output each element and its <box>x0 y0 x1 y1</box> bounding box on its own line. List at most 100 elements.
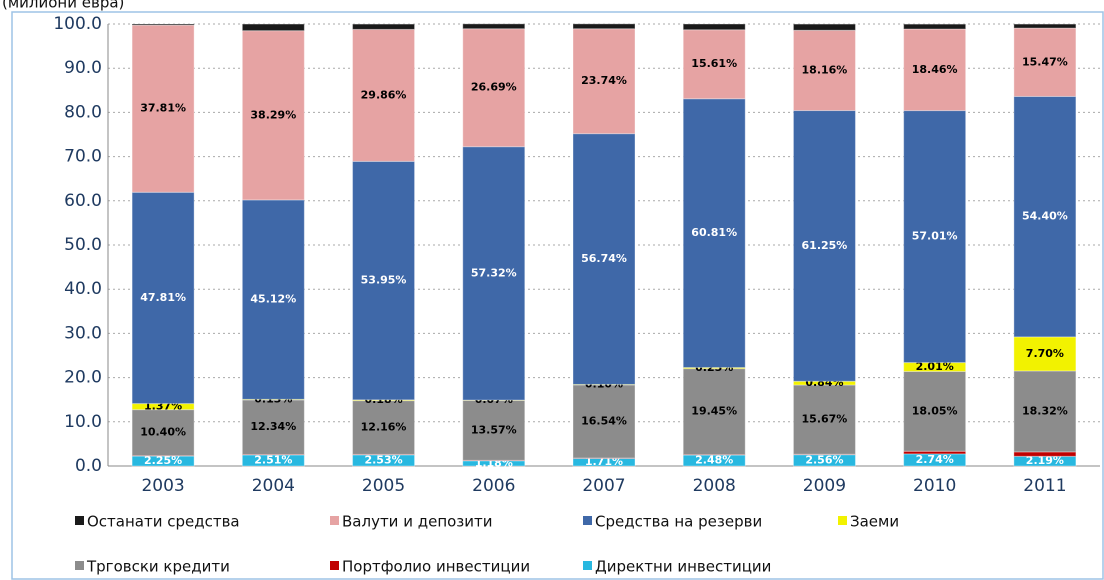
data-label: 47.81% <box>140 291 186 304</box>
data-label: 23.74% <box>581 74 627 87</box>
bar-segment <box>462 146 526 401</box>
data-label: 2.25% <box>144 454 182 467</box>
bar-segment <box>462 399 526 461</box>
bar-segment <box>792 110 856 382</box>
bar-segment <box>682 23 746 31</box>
legend-swatch <box>583 516 592 525</box>
bar-segment <box>352 399 416 402</box>
data-label: 12.34% <box>250 420 296 433</box>
data-label: 54.40% <box>1022 210 1068 223</box>
data-label: 2.74% <box>916 453 954 466</box>
bar-segment <box>462 23 526 30</box>
legend-label: Директни инвестиции <box>595 558 771 576</box>
x-tick-label: 2006 <box>472 476 515 496</box>
data-label: 60.81% <box>691 226 737 239</box>
bar-segment <box>792 384 856 455</box>
data-label: 2.56% <box>805 453 843 466</box>
bar-segment <box>572 23 636 30</box>
legend-label: Портфолио инвестиции <box>342 558 530 576</box>
chart-frame <box>11 11 1104 580</box>
data-label: 1.71% <box>585 455 623 468</box>
bar-segment <box>1013 451 1077 457</box>
y-tick-label: 0.0 <box>75 456 102 476</box>
data-label: 2.01% <box>916 360 954 373</box>
data-label: 10.40% <box>140 426 186 439</box>
y-tick-label: 80.0 <box>64 102 102 122</box>
bar-segment <box>131 409 195 457</box>
data-label: 45.12% <box>250 293 296 306</box>
bar-segment <box>241 399 305 455</box>
x-tick-label: 2004 <box>252 476 295 496</box>
legend-swatch <box>838 516 847 525</box>
data-label: 12.16% <box>361 421 407 434</box>
x-tick-label: 2005 <box>362 476 405 496</box>
y-tick-label: 70.0 <box>64 147 102 167</box>
bar-segment <box>241 23 305 32</box>
data-label: 16.54% <box>581 414 627 427</box>
legend-swatch <box>75 561 84 570</box>
legend-swatch <box>583 561 592 570</box>
y-tick-label: 30.0 <box>64 323 102 343</box>
bar-segment <box>682 368 746 456</box>
chart-subtitle: (милиони евра) <box>2 0 124 12</box>
data-label: 13.57% <box>471 423 517 436</box>
bar-segment <box>241 30 305 201</box>
y-tick-label: 10.0 <box>64 412 102 432</box>
bar-segment <box>1013 23 1077 29</box>
x-tick-label: 2010 <box>913 476 956 496</box>
bar-segment <box>131 24 195 193</box>
data-label: 56.74% <box>581 252 627 265</box>
data-label: 18.46% <box>912 63 958 76</box>
bar-segment <box>352 23 416 30</box>
bar-segment <box>682 29 746 100</box>
data-label: 38.29% <box>250 108 296 121</box>
bar-segment <box>1013 27 1077 97</box>
bar-segment <box>352 454 416 467</box>
y-tick-label: 60.0 <box>64 191 102 211</box>
x-tick-label: 2003 <box>141 476 184 496</box>
data-label: 15.67% <box>802 413 848 426</box>
bar-segment <box>903 370 967 452</box>
y-tick-label: 20.0 <box>64 368 102 388</box>
legend-swatch <box>330 561 339 570</box>
bar-segment <box>903 110 967 364</box>
bar-segment <box>903 23 967 30</box>
x-tick-label: 2011 <box>1023 476 1066 496</box>
data-label: 19.45% <box>691 405 737 418</box>
legend-label: Останати средства <box>87 513 240 531</box>
bar-segment <box>1013 336 1077 372</box>
legend-swatch <box>330 516 339 525</box>
bar-segment <box>903 28 967 112</box>
data-label: 2.48% <box>695 454 733 467</box>
bar-segment <box>572 133 636 385</box>
data-label: 29.86% <box>361 88 407 101</box>
data-label: 2.51% <box>254 453 292 466</box>
data-label: 57.01% <box>912 230 958 243</box>
data-label: 2.53% <box>364 453 402 466</box>
legend-label: Трговски кредити <box>86 558 230 576</box>
data-label: 53.95% <box>361 274 407 287</box>
bar-segment <box>131 23 195 26</box>
data-label: 37.81% <box>140 102 186 115</box>
legend-swatch <box>75 516 84 525</box>
y-tick-label: 40.0 <box>64 279 102 299</box>
x-tick-label: 2007 <box>582 476 625 496</box>
data-label: 15.47% <box>1022 55 1068 68</box>
bar-segment <box>131 191 195 405</box>
legend-label: Средства на резерви <box>595 513 762 531</box>
bar-segment <box>462 28 526 148</box>
y-tick-label: 50.0 <box>64 235 102 255</box>
data-label: 26.69% <box>471 81 517 94</box>
bar-segment <box>1013 95 1077 338</box>
bar-segment <box>352 160 416 401</box>
y-tick-label: 100.0 <box>53 14 102 34</box>
bar-segment <box>1013 370 1077 453</box>
data-label: 57.32% <box>471 266 517 279</box>
bar-segment <box>352 28 416 162</box>
data-label: 18.16% <box>802 63 848 76</box>
bar-segment <box>572 457 636 467</box>
bar-segment <box>792 454 856 467</box>
legend-label: Заеми <box>850 513 899 531</box>
legend-label: Валути и депозити <box>342 513 493 531</box>
